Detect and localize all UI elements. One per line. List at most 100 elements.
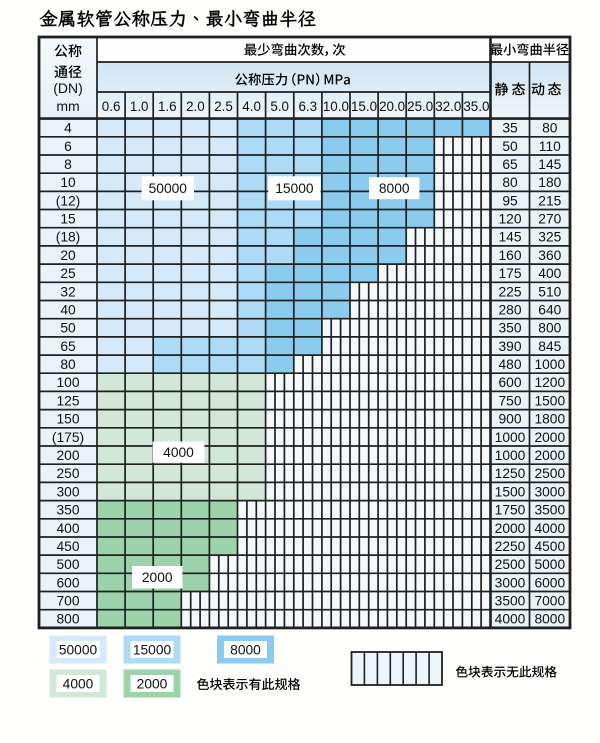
svg-text:2000: 2000 xyxy=(142,570,173,585)
svg-text:325: 325 xyxy=(538,230,561,245)
svg-text:640: 640 xyxy=(538,303,561,318)
svg-text:3500: 3500 xyxy=(495,594,526,609)
svg-text:180: 180 xyxy=(538,175,561,190)
svg-text:1800: 1800 xyxy=(534,412,565,427)
svg-text:360: 360 xyxy=(538,248,561,263)
svg-text:150: 150 xyxy=(56,412,79,427)
svg-text:280: 280 xyxy=(498,303,521,318)
svg-text:6: 6 xyxy=(64,139,72,154)
svg-text:1500: 1500 xyxy=(495,484,526,499)
svg-text:65: 65 xyxy=(502,157,518,172)
svg-text:1750: 1750 xyxy=(495,503,526,518)
svg-text:4000: 4000 xyxy=(534,521,565,536)
svg-text:35.0: 35.0 xyxy=(463,99,489,114)
svg-text:145: 145 xyxy=(498,230,521,245)
svg-text:(12): (12) xyxy=(56,193,81,208)
svg-text:4500: 4500 xyxy=(534,539,565,554)
svg-text:300: 300 xyxy=(56,484,79,499)
svg-text:10: 10 xyxy=(60,175,76,190)
svg-text:120: 120 xyxy=(498,212,521,227)
svg-text:2.0: 2.0 xyxy=(186,99,205,114)
svg-text:215: 215 xyxy=(538,193,561,208)
svg-text:35: 35 xyxy=(502,121,518,136)
svg-text:510: 510 xyxy=(538,284,561,299)
svg-text:25.0: 25.0 xyxy=(407,99,433,114)
svg-text:4000: 4000 xyxy=(495,612,526,627)
svg-text:175: 175 xyxy=(498,266,521,281)
svg-text:80: 80 xyxy=(60,357,76,372)
svg-text:1.6: 1.6 xyxy=(158,99,177,114)
svg-text:400: 400 xyxy=(538,266,561,281)
svg-text:40: 40 xyxy=(60,303,76,318)
svg-text:15.0: 15.0 xyxy=(351,99,377,114)
svg-text:32.0: 32.0 xyxy=(435,99,461,114)
svg-text:1500: 1500 xyxy=(534,393,565,408)
svg-text:4: 4 xyxy=(64,121,72,136)
svg-text:50: 50 xyxy=(60,321,76,336)
svg-text:95: 95 xyxy=(502,193,518,208)
svg-text:600: 600 xyxy=(56,575,79,590)
svg-text:500: 500 xyxy=(56,557,79,572)
svg-text:6000: 6000 xyxy=(534,575,565,590)
svg-text:110: 110 xyxy=(539,139,561,154)
svg-text:0.6: 0.6 xyxy=(102,99,121,114)
svg-text:8: 8 xyxy=(64,157,72,172)
svg-text:4000: 4000 xyxy=(163,445,194,460)
svg-text:3500: 3500 xyxy=(534,503,565,518)
svg-text:20.0: 20.0 xyxy=(379,99,405,114)
svg-text:750: 750 xyxy=(498,393,521,408)
svg-text:8000: 8000 xyxy=(230,643,261,658)
svg-text:50: 50 xyxy=(502,139,518,154)
svg-text:1000: 1000 xyxy=(495,430,526,445)
svg-text:845: 845 xyxy=(538,339,561,354)
svg-text:450: 450 xyxy=(56,539,79,554)
svg-text:80: 80 xyxy=(542,121,558,136)
svg-text:(175): (175) xyxy=(52,430,84,445)
svg-text:200: 200 xyxy=(56,448,79,463)
svg-text:(18): (18) xyxy=(56,230,81,245)
svg-text:2000: 2000 xyxy=(534,430,565,445)
svg-text:2000: 2000 xyxy=(137,677,168,692)
svg-text:390: 390 xyxy=(498,339,521,354)
svg-text:250: 250 xyxy=(56,466,79,481)
svg-text:270: 270 xyxy=(538,212,561,227)
svg-text:8000: 8000 xyxy=(534,612,565,627)
svg-text:50000: 50000 xyxy=(59,643,98,658)
svg-text:1000: 1000 xyxy=(534,357,565,372)
svg-text:160: 160 xyxy=(498,248,521,263)
svg-text:480: 480 xyxy=(498,357,521,372)
svg-text:80: 80 xyxy=(502,175,518,190)
svg-text:4000: 4000 xyxy=(63,677,94,692)
svg-text:2500: 2500 xyxy=(495,557,526,572)
svg-text:225: 225 xyxy=(498,284,521,299)
svg-text:1000: 1000 xyxy=(495,448,526,463)
svg-text:3000: 3000 xyxy=(534,484,565,499)
svg-text:2000: 2000 xyxy=(495,521,526,536)
svg-text:3000: 3000 xyxy=(495,575,526,590)
svg-text:25: 25 xyxy=(60,266,76,281)
svg-text:350: 350 xyxy=(56,503,79,518)
svg-text:1.0: 1.0 xyxy=(130,99,149,114)
svg-text:7000: 7000 xyxy=(534,594,565,609)
svg-text:100: 100 xyxy=(56,375,79,390)
svg-text:5.0: 5.0 xyxy=(270,99,289,114)
svg-text:15000: 15000 xyxy=(275,181,314,196)
svg-text:1200: 1200 xyxy=(534,375,565,390)
svg-text:15: 15 xyxy=(60,212,76,227)
svg-text:4.0: 4.0 xyxy=(242,99,261,114)
svg-text:15000: 15000 xyxy=(133,643,172,658)
svg-text:8000: 8000 xyxy=(379,181,410,196)
svg-text:50000: 50000 xyxy=(149,181,188,196)
svg-text:10.0: 10.0 xyxy=(323,99,349,114)
svg-text:800: 800 xyxy=(56,612,79,627)
svg-text:145: 145 xyxy=(538,157,561,172)
svg-text:mm: mm xyxy=(56,98,79,114)
svg-text:400: 400 xyxy=(56,521,79,536)
svg-text:900: 900 xyxy=(498,412,521,427)
svg-text:2.5: 2.5 xyxy=(214,99,233,114)
svg-text:1250: 1250 xyxy=(495,466,526,481)
svg-text:65: 65 xyxy=(60,339,76,354)
svg-text:32: 32 xyxy=(60,284,75,299)
svg-text:350: 350 xyxy=(498,321,521,336)
svg-text:600: 600 xyxy=(498,375,521,390)
